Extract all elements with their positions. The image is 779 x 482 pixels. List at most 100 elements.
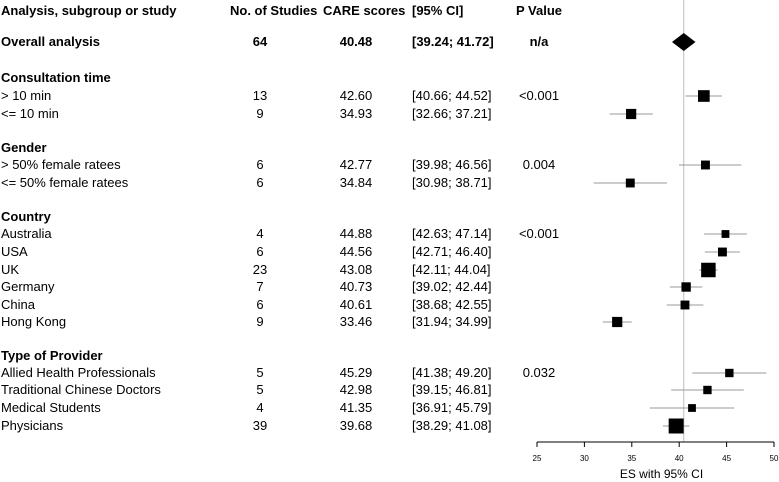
row-care-score: 44.56	[339, 244, 373, 259]
row-n-studies: 39	[252, 418, 268, 433]
row-ci: [31.94; 34.99]	[412, 314, 492, 329]
row-label: Gender	[1, 140, 47, 155]
row-label: Physicians	[1, 418, 64, 433]
row-ci: [42.11; 44.04]	[412, 262, 491, 277]
row-p-value: 0.004	[522, 157, 556, 172]
row-label: UK	[1, 262, 20, 277]
row-ci: [39.24; 41.72]	[412, 34, 494, 49]
row-label: Australia	[1, 226, 52, 241]
group-header-row: Consultation time	[0, 69, 600, 87]
table-row: Medical Students 4 41.35 [36.91; 45.79]	[0, 399, 600, 417]
x-tick-label: 45	[722, 454, 731, 463]
row-ci: [42.63; 47.14]	[412, 226, 492, 241]
row-care-score: 40.61	[339, 297, 373, 312]
row-n-studies: 4	[256, 226, 264, 241]
table-row: > 50% female ratees 6 42.77 [39.98; 46.56] 0…	[0, 156, 600, 174]
point-estimate	[701, 262, 716, 278]
row-care-score: 39.68	[339, 418, 373, 433]
point-estimate	[703, 385, 712, 395]
row-ci: [42.71; 46.40]	[412, 244, 492, 259]
row-care-score: 43.08	[339, 262, 373, 277]
row-p-value: n/a	[529, 34, 549, 49]
header-care: CARE scores	[323, 3, 406, 18]
row-care-score: 42.60	[339, 88, 373, 103]
row-n-studies: 6	[256, 297, 264, 312]
point-estimate	[698, 90, 710, 102]
row-label: Overall analysis	[1, 34, 101, 49]
table-row: <= 10 min 9 34.93 [32.66; 37.21]	[0, 105, 600, 123]
row-ci: [38.68; 42.55]	[412, 297, 492, 312]
header-p: P Value	[515, 3, 562, 18]
row-care-score: 40.73	[339, 279, 373, 294]
row-ci: [30.98; 38.71]	[412, 175, 492, 190]
row-p-value: <0.001	[518, 226, 560, 241]
row-label: Medical Students	[1, 400, 101, 415]
table-row: USA 6 44.56 [42.71; 46.40]	[0, 243, 600, 261]
point-estimate	[725, 368, 734, 378]
row-care-score: 42.77	[339, 157, 373, 172]
row-care-score: 34.93	[339, 106, 373, 121]
point-estimate	[668, 418, 684, 434]
row-label: Germany	[1, 279, 55, 294]
row-label: USA	[1, 244, 28, 259]
point-estimate	[680, 300, 690, 310]
row-care-score: 33.46	[339, 314, 373, 329]
row-label: > 50% female ratees	[1, 157, 121, 172]
row-label: > 10 min	[1, 88, 52, 103]
row-n-studies: 23	[252, 262, 268, 277]
row-label: Allied Health Professionals	[1, 365, 156, 380]
table-row: Physicians 39 39.68 [38.29; 41.08]	[0, 417, 600, 435]
table-row: Allied Health Professionals 5 45.29 [41.38;…	[0, 364, 600, 382]
row-care-score: 44.88	[339, 226, 373, 241]
row-n-studies: 13	[252, 88, 268, 103]
x-tick-label: 50	[770, 454, 779, 463]
row-label: Type of Provider	[1, 348, 103, 363]
row-n-studies: 6	[256, 175, 264, 190]
point-estimate	[688, 404, 696, 412]
point-estimate	[721, 230, 730, 238]
row-p-value: 0.032	[522, 365, 556, 380]
table-row: > 10 min 13 42.60 [40.66; 44.52] <0.001	[0, 87, 600, 105]
row-ci: [32.66; 37.21]	[412, 106, 492, 121]
overall-row: Overall analysis 64 40.48 [39.24; 41.72] n/a	[0, 33, 600, 51]
row-ci: [40.66; 44.52]	[412, 88, 492, 103]
table-row: <= 50% female ratees 6 34.84 [30.98; 38.71]	[0, 174, 600, 192]
row-label: Traditional Chinese Doctors	[1, 382, 161, 397]
row-care-score: 40.48	[339, 34, 373, 49]
row-n-studies: 6	[256, 244, 264, 259]
row-p-value: <0.001	[518, 88, 560, 103]
row-care-score: 34.84	[339, 175, 373, 190]
row-care-score: 45.29	[339, 365, 373, 380]
row-ci: [39.98; 46.56]	[412, 157, 492, 172]
table-row: China 6 40.61 [38.68; 42.55]	[0, 296, 600, 314]
x-tick-label: 25	[533, 454, 542, 463]
point-estimate	[681, 282, 691, 292]
point-estimate	[717, 247, 727, 257]
row-ci: [39.02; 42.44]	[412, 279, 492, 294]
row-label: Hong Kong	[1, 314, 67, 329]
row-n-studies: 64	[252, 34, 268, 49]
row-label: <= 10 min	[1, 106, 59, 121]
table-header: Analysis, subgroup or study No. of Studi…	[0, 2, 600, 20]
row-ci: [38.29; 41.08]	[412, 418, 492, 433]
row-n-studies: 4	[256, 400, 264, 415]
header-ci: [95% CI]	[412, 3, 464, 18]
row-n-studies: 7	[256, 279, 264, 294]
point-estimate	[626, 108, 637, 120]
table-row: Australia 4 44.88 [42.63; 47.14] <0.001	[0, 225, 600, 243]
table-row: Hong Kong 9 33.46 [31.94; 34.99]	[0, 313, 600, 331]
row-n-studies: 9	[256, 314, 264, 329]
row-n-studies: 5	[256, 365, 264, 380]
table-row: Germany 7 40.73 [39.02; 42.44]	[0, 278, 600, 296]
row-label: <= 50% female ratees	[1, 175, 129, 190]
x-tick-label: 35	[627, 454, 636, 463]
group-header-row: Country	[0, 208, 600, 226]
x-tick-label: 40	[675, 454, 684, 463]
row-label: Consultation time	[1, 70, 111, 85]
row-label: China	[1, 297, 35, 312]
row-n-studies: 5	[256, 382, 264, 397]
row-ci: [41.38; 49.20]	[412, 365, 492, 380]
row-n-studies: 9	[256, 106, 264, 121]
